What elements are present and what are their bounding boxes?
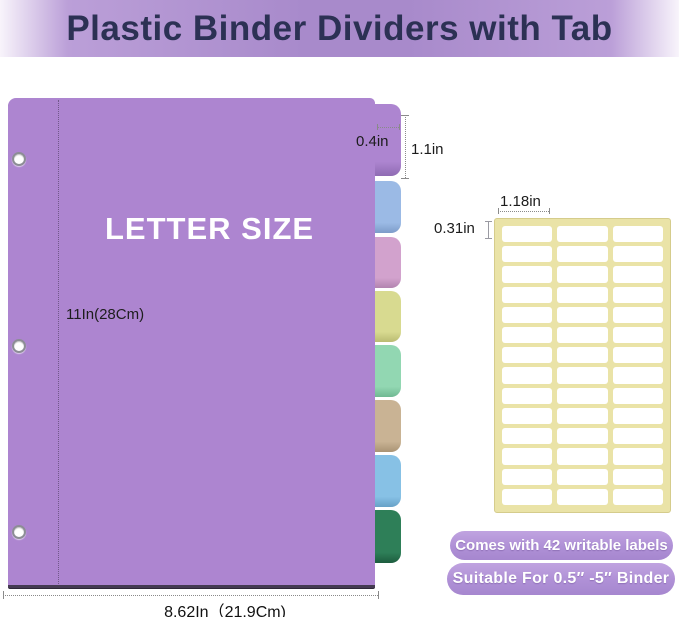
writable-label-cell — [502, 468, 553, 485]
tab-blue — [370, 181, 401, 233]
binder-hole — [12, 152, 26, 166]
writable-label-cell — [502, 428, 553, 445]
writable-label-cell — [502, 387, 553, 404]
writable-label-cell — [612, 246, 663, 263]
writable-label-cell — [557, 367, 608, 384]
writable-label-cell — [502, 246, 553, 263]
writable-label-cell — [612, 266, 663, 283]
measure-tick — [401, 178, 409, 179]
writable-label-cell — [502, 407, 553, 425]
writable-label-cell — [612, 488, 663, 505]
tab-height-measure-line — [405, 115, 406, 178]
writable-label-cell — [612, 407, 663, 425]
writable-label-cell — [557, 407, 608, 425]
writable-label-cell — [502, 347, 553, 364]
tab-purple — [370, 104, 401, 176]
tab-pink — [370, 237, 401, 288]
writable-label-cell — [557, 468, 608, 485]
binder-hole — [12, 339, 26, 353]
sheet-width-measure-line — [3, 595, 378, 596]
label-height-dimension-label: 0.31in — [434, 220, 475, 237]
tab-height-dimension-label: 1.1in — [411, 141, 444, 158]
divider-sheet — [8, 98, 375, 588]
badge-binder-size: Suitable For 0.5″ -5″ Binder — [447, 563, 675, 595]
measure-tick — [3, 591, 4, 599]
writable-label-cell — [557, 266, 608, 283]
writable-label-cell — [612, 367, 663, 384]
label-height-measure-line — [488, 221, 489, 238]
writable-label-cell — [557, 286, 608, 303]
writable-label-cell — [502, 226, 553, 243]
writable-label-cell — [557, 428, 608, 445]
writable-label-cell — [612, 226, 663, 243]
writable-label-cell — [612, 448, 663, 465]
writable-label-cell — [612, 387, 663, 404]
tab-width-dimension-label: 0.4in — [356, 133, 389, 150]
measure-tick — [498, 208, 499, 214]
measure-tick — [378, 591, 379, 599]
writable-label-cell — [557, 448, 608, 465]
writable-label-cell — [557, 306, 608, 324]
measure-tick — [401, 115, 409, 116]
writable-label-cell — [502, 327, 553, 344]
page-title: Plastic Binder Dividers with Tab — [66, 8, 613, 48]
tab-skyblue — [370, 455, 401, 507]
writable-label-cell — [612, 327, 663, 344]
writable-label-cell — [557, 387, 608, 404]
writable-label-cell — [557, 488, 608, 505]
label-width-dimension-label: 1.18in — [500, 193, 541, 210]
writable-label-cell — [502, 448, 553, 465]
writable-label-cell — [557, 246, 608, 263]
writable-label-cell — [502, 367, 553, 384]
tab-yellowgreen — [370, 291, 401, 342]
tab-mint — [370, 345, 401, 397]
width-dimension-label: 8.62In（21.9Cm) — [164, 604, 286, 617]
writable-label-cell — [557, 327, 608, 344]
binder-hole — [12, 525, 26, 539]
writable-label-cell — [502, 306, 553, 324]
tab-tan — [370, 400, 401, 452]
measure-tick — [549, 208, 550, 214]
tab-darkgreen — [370, 510, 401, 563]
tab-width-measure-line — [377, 127, 399, 128]
writable-label-cell — [612, 286, 663, 303]
writable-label-cell — [502, 286, 553, 303]
writable-label-cell — [557, 347, 608, 364]
label-width-measure-line — [498, 211, 549, 212]
measure-tick — [485, 238, 492, 239]
binding-margin-dotted-line — [58, 100, 59, 584]
height-dimension-label: 11In(28Cm) — [66, 306, 145, 323]
size-label: LETTER SIZE — [105, 211, 315, 246]
writable-label-cell — [557, 226, 608, 243]
writable-label-cell — [612, 428, 663, 445]
writable-label-cell — [612, 347, 663, 364]
measure-tick — [399, 124, 400, 130]
measure-tick — [485, 221, 492, 222]
writable-label-cell — [502, 488, 553, 505]
measure-tick — [377, 124, 378, 130]
title-banner: Plastic Binder Dividers with Tab — [0, 0, 679, 57]
writable-label-cell — [612, 306, 663, 324]
badge-labels-count: Comes with 42 writable labels — [450, 531, 673, 560]
writable-label-cell — [502, 266, 553, 283]
writable-label-cell — [612, 468, 663, 485]
writable-label-sheet — [494, 218, 671, 513]
